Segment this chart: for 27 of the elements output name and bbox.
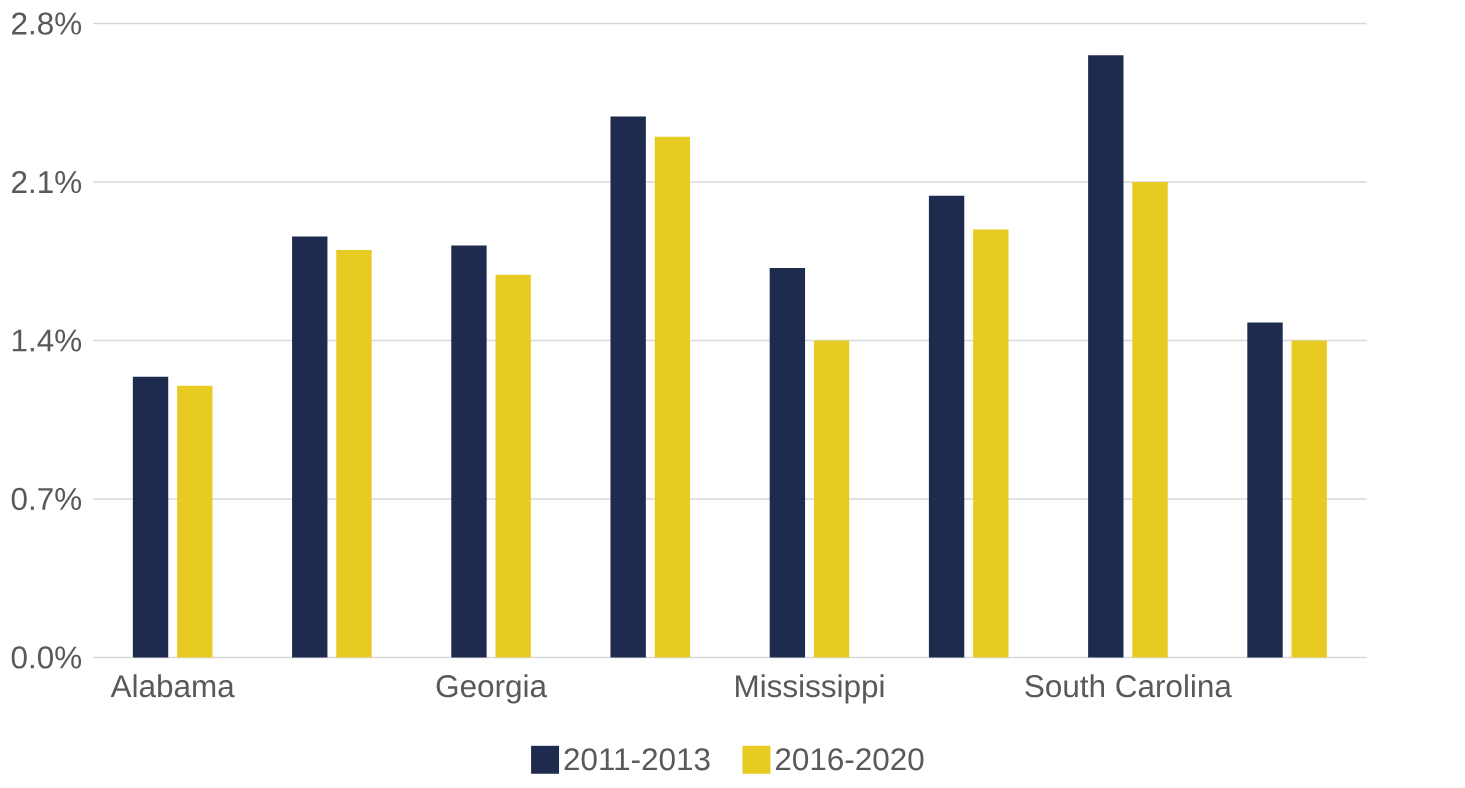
x-tick-label: Georgia	[436, 674, 547, 704]
bar	[654, 136, 691, 658]
bar	[928, 195, 965, 658]
y-tick-label: 0.7%	[11, 487, 82, 511]
y-tick-label: 2.8%	[12, 12, 82, 35]
bar	[1291, 340, 1327, 658]
x-tick-label: Alabama	[110, 674, 235, 698]
bar	[336, 249, 372, 658]
y-tick-label: 1.4%	[12, 329, 82, 352]
bar	[132, 376, 169, 658]
bar	[495, 274, 531, 658]
y-tick-label: 2.1%	[12, 170, 82, 194]
y-tick-label: 0.0%	[11, 646, 82, 669]
bar	[1088, 55, 1124, 658]
bar	[292, 236, 328, 658]
bar	[769, 268, 806, 658]
legend-label: 2016-2020	[775, 748, 924, 771]
x-tick-label: South Carolina	[1025, 674, 1232, 698]
legend-label: 2011-2013	[564, 748, 710, 771]
bar	[813, 340, 850, 658]
bar	[973, 229, 1009, 658]
x-tick-label: Mississippi	[736, 674, 884, 704]
bar	[610, 116, 646, 658]
bar	[1132, 181, 1168, 658]
bar	[1247, 322, 1283, 658]
bar	[177, 385, 213, 658]
bar	[451, 245, 487, 658]
